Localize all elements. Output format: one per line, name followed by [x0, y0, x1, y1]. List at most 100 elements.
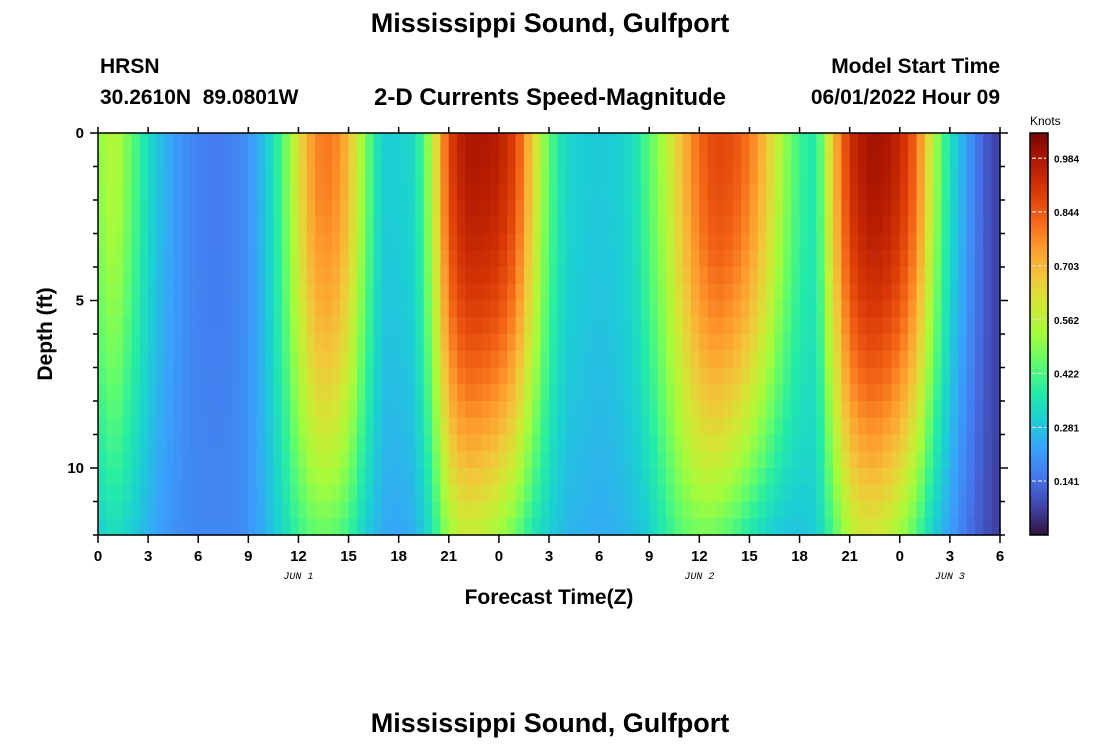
heatmap-cell — [139, 183, 149, 201]
heatmap-cell — [774, 133, 784, 151]
heatmap-cell — [766, 200, 776, 218]
heatmap-cell — [290, 216, 300, 235]
heatmap-cell — [607, 384, 617, 402]
heatmap-cell — [482, 451, 492, 469]
heatmap-cell — [549, 417, 558, 436]
heatmap-cell — [523, 200, 533, 218]
heatmap-cell — [849, 484, 859, 503]
heatmap-cell — [206, 417, 216, 436]
heatmap-cell — [599, 250, 609, 268]
heatmap-cell — [432, 401, 442, 419]
heatmap-cell — [498, 501, 508, 519]
heatmap-cell — [331, 200, 341, 218]
heatmap-cell — [123, 149, 133, 168]
heatmap-cell — [807, 166, 817, 184]
heatmap-cell — [924, 216, 934, 235]
heatmap-cell — [131, 183, 141, 201]
heatmap-cell — [941, 300, 951, 318]
heatmap-cell — [181, 300, 191, 318]
heatmap-cell — [949, 250, 959, 268]
heatmap-cell — [582, 384, 592, 402]
heatmap-cell — [323, 451, 333, 469]
heatmap-cell — [732, 501, 742, 519]
heatmap-cell — [924, 468, 934, 486]
heatmap-cell — [356, 233, 366, 251]
heatmap-cell — [265, 183, 274, 201]
heatmap-cell — [674, 267, 684, 285]
heatmap-cell — [273, 384, 283, 402]
heatmap-cell — [949, 216, 959, 235]
heatmap-cell — [198, 401, 208, 419]
heatmap-cell — [674, 367, 684, 385]
heatmap-cell — [198, 417, 208, 436]
heatmap-cell — [807, 384, 817, 402]
heatmap-cell — [523, 350, 533, 369]
heatmap-cell — [782, 149, 792, 168]
heatmap-cell — [473, 484, 483, 503]
heatmap-cell — [665, 300, 675, 318]
heatmap-cell — [841, 183, 851, 201]
heatmap-cell — [590, 200, 600, 218]
heatmap-cell — [640, 384, 650, 402]
heatmap-cell — [540, 501, 550, 519]
heatmap-cell — [390, 317, 400, 335]
heatmap-cell — [858, 417, 867, 436]
x-tick-label: 3 — [545, 548, 553, 565]
heatmap-cell — [741, 350, 751, 369]
heatmap-cell — [189, 384, 199, 402]
heatmap-cell — [440, 200, 450, 218]
heatmap-cell — [298, 417, 308, 436]
heatmap-cell — [640, 166, 650, 184]
heatmap-cell — [582, 300, 592, 318]
heatmap-cell — [340, 501, 350, 519]
heatmap-cell — [866, 501, 876, 519]
heatmap-cell — [624, 501, 634, 519]
heatmap-cell — [498, 468, 508, 486]
heatmap-cell — [340, 350, 350, 369]
heatmap-cell — [624, 417, 634, 436]
heatmap-cell — [624, 434, 634, 452]
heatmap-cell — [189, 401, 199, 419]
heatmap-cell — [331, 367, 341, 385]
heatmap-cell — [256, 434, 266, 452]
heatmap-cell — [498, 484, 508, 503]
heatmap-cell — [640, 283, 650, 302]
heatmap-cell — [356, 501, 366, 519]
heatmap-cell — [206, 484, 216, 503]
heatmap-cell — [640, 367, 650, 385]
heatmap-cell — [139, 468, 149, 486]
heatmap-cell — [98, 166, 107, 184]
heatmap-cell — [640, 468, 650, 486]
heatmap-cell — [640, 200, 650, 218]
heatmap-cell — [373, 434, 383, 452]
heatmap-cell — [557, 216, 567, 235]
heatmap-cell — [348, 283, 358, 302]
heatmap-cell — [139, 200, 149, 218]
heatmap-cell — [791, 200, 801, 218]
heatmap-cell — [223, 133, 233, 151]
heatmap-cell — [590, 350, 600, 369]
heatmap-cell — [682, 166, 692, 184]
heatmap-cell — [891, 317, 901, 335]
heatmap-cell — [615, 367, 625, 385]
heatmap-cell — [916, 451, 926, 469]
heatmap-cell — [782, 250, 792, 268]
heatmap-cell — [248, 501, 258, 519]
heatmap-cell — [306, 451, 316, 469]
heatmap-cell — [98, 434, 107, 452]
heatmap-cell — [732, 434, 742, 452]
heatmap-cell — [523, 149, 533, 168]
heatmap-cell — [791, 166, 801, 184]
heatmap-cell — [239, 317, 249, 335]
heatmap-cell — [741, 417, 751, 436]
heatmap-cell — [381, 216, 391, 235]
heatmap-cell — [273, 267, 283, 285]
heatmap-cell — [699, 451, 709, 469]
heatmap-cell — [966, 334, 976, 352]
heatmap-cell — [624, 183, 634, 201]
heatmap-cell — [849, 283, 859, 302]
heatmap-cell — [189, 166, 199, 184]
heatmap-cell — [665, 283, 675, 302]
heatmap-cell — [615, 317, 625, 335]
